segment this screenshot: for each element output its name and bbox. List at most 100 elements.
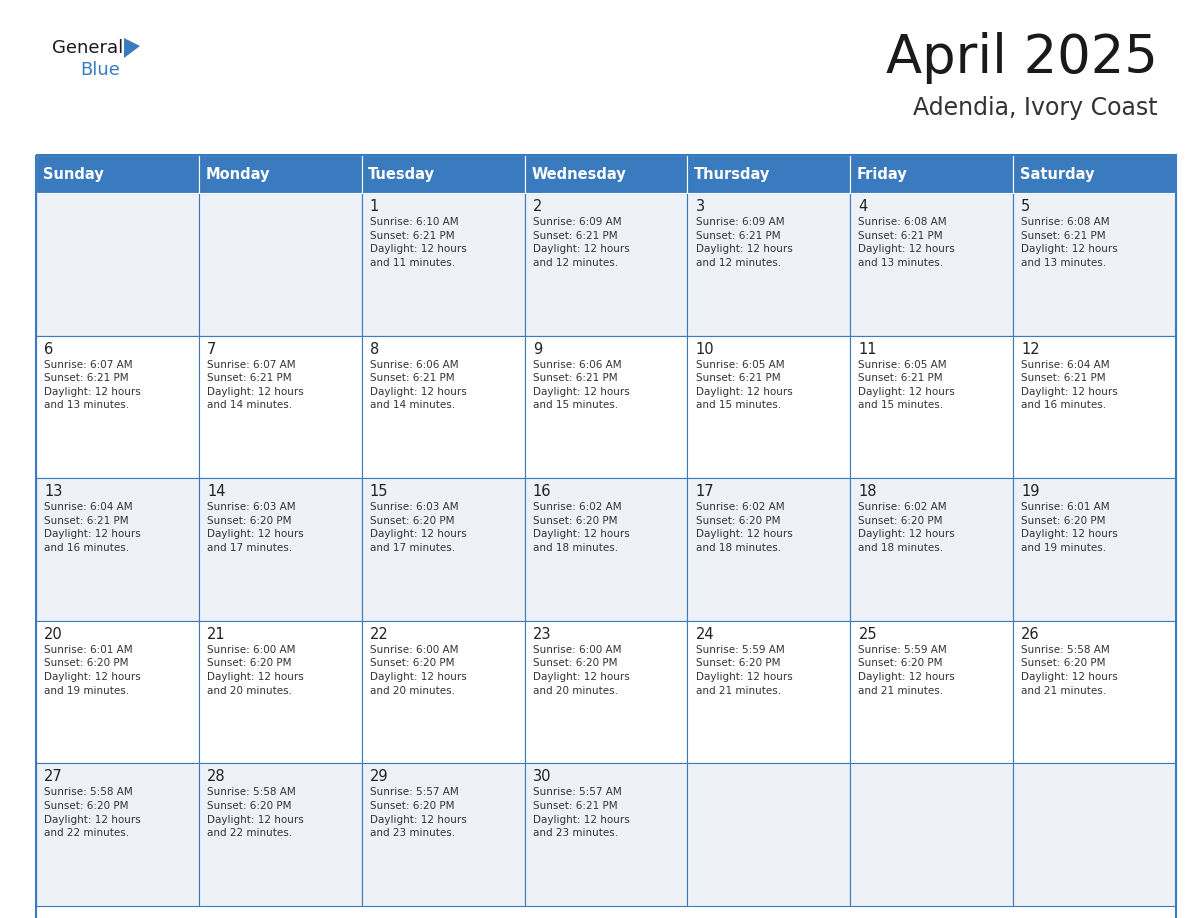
Text: 15: 15 bbox=[369, 484, 388, 499]
Bar bbox=[688, 193, 851, 336]
Bar bbox=[851, 336, 1013, 478]
Text: Tuesday: Tuesday bbox=[368, 166, 435, 182]
Bar bbox=[36, 193, 198, 336]
Bar bbox=[198, 764, 361, 906]
Bar bbox=[688, 155, 851, 193]
Text: Sunrise: 6:00 AM
Sunset: 6:20 PM
Daylight: 12 hours
and 20 minutes.: Sunrise: 6:00 AM Sunset: 6:20 PM Dayligh… bbox=[207, 644, 304, 696]
Bar bbox=[1013, 336, 1176, 478]
Text: April 2025: April 2025 bbox=[886, 32, 1158, 84]
Text: Sunrise: 6:03 AM
Sunset: 6:20 PM
Daylight: 12 hours
and 17 minutes.: Sunrise: 6:03 AM Sunset: 6:20 PM Dayligh… bbox=[207, 502, 304, 553]
Text: Sunrise: 6:01 AM
Sunset: 6:20 PM
Daylight: 12 hours
and 19 minutes.: Sunrise: 6:01 AM Sunset: 6:20 PM Dayligh… bbox=[1022, 502, 1118, 553]
Bar bbox=[36, 155, 1176, 918]
Bar bbox=[36, 155, 198, 193]
Bar bbox=[688, 621, 851, 764]
Bar bbox=[36, 336, 198, 478]
Text: Blue: Blue bbox=[80, 61, 120, 79]
Text: 14: 14 bbox=[207, 484, 226, 499]
Bar bbox=[1013, 155, 1176, 193]
Text: Sunrise: 6:02 AM
Sunset: 6:20 PM
Daylight: 12 hours
and 18 minutes.: Sunrise: 6:02 AM Sunset: 6:20 PM Dayligh… bbox=[695, 502, 792, 553]
Bar bbox=[361, 764, 525, 906]
Text: Sunrise: 6:07 AM
Sunset: 6:21 PM
Daylight: 12 hours
and 14 minutes.: Sunrise: 6:07 AM Sunset: 6:21 PM Dayligh… bbox=[207, 360, 304, 410]
Text: Sunrise: 5:57 AM
Sunset: 6:20 PM
Daylight: 12 hours
and 23 minutes.: Sunrise: 5:57 AM Sunset: 6:20 PM Dayligh… bbox=[369, 788, 467, 838]
Bar bbox=[851, 478, 1013, 621]
Bar bbox=[851, 155, 1013, 193]
Text: 24: 24 bbox=[695, 627, 714, 642]
Text: 12: 12 bbox=[1022, 341, 1040, 356]
Text: 11: 11 bbox=[859, 341, 877, 356]
Text: Sunrise: 6:03 AM
Sunset: 6:20 PM
Daylight: 12 hours
and 17 minutes.: Sunrise: 6:03 AM Sunset: 6:20 PM Dayligh… bbox=[369, 502, 467, 553]
Bar bbox=[525, 621, 688, 764]
Text: Sunrise: 6:06 AM
Sunset: 6:21 PM
Daylight: 12 hours
and 15 minutes.: Sunrise: 6:06 AM Sunset: 6:21 PM Dayligh… bbox=[532, 360, 630, 410]
Bar bbox=[525, 336, 688, 478]
Text: Sunrise: 5:57 AM
Sunset: 6:21 PM
Daylight: 12 hours
and 23 minutes.: Sunrise: 5:57 AM Sunset: 6:21 PM Dayligh… bbox=[532, 788, 630, 838]
Text: 7: 7 bbox=[207, 341, 216, 356]
Text: Sunrise: 5:58 AM
Sunset: 6:20 PM
Daylight: 12 hours
and 22 minutes.: Sunrise: 5:58 AM Sunset: 6:20 PM Dayligh… bbox=[207, 788, 304, 838]
Text: Thursday: Thursday bbox=[694, 166, 770, 182]
Text: Sunrise: 6:04 AM
Sunset: 6:21 PM
Daylight: 12 hours
and 16 minutes.: Sunrise: 6:04 AM Sunset: 6:21 PM Dayligh… bbox=[1022, 360, 1118, 410]
Text: Monday: Monday bbox=[206, 166, 270, 182]
Text: Sunrise: 6:07 AM
Sunset: 6:21 PM
Daylight: 12 hours
and 13 minutes.: Sunrise: 6:07 AM Sunset: 6:21 PM Dayligh… bbox=[44, 360, 141, 410]
Text: 19: 19 bbox=[1022, 484, 1040, 499]
Text: 28: 28 bbox=[207, 769, 226, 784]
Bar bbox=[525, 155, 688, 193]
Text: Sunrise: 5:58 AM
Sunset: 6:20 PM
Daylight: 12 hours
and 21 minutes.: Sunrise: 5:58 AM Sunset: 6:20 PM Dayligh… bbox=[1022, 644, 1118, 696]
Text: Sunrise: 6:10 AM
Sunset: 6:21 PM
Daylight: 12 hours
and 11 minutes.: Sunrise: 6:10 AM Sunset: 6:21 PM Dayligh… bbox=[369, 217, 467, 268]
Bar bbox=[198, 478, 361, 621]
Text: Adendia, Ivory Coast: Adendia, Ivory Coast bbox=[914, 96, 1158, 120]
Bar bbox=[1013, 478, 1176, 621]
Text: Wednesday: Wednesday bbox=[531, 166, 626, 182]
Text: General: General bbox=[52, 39, 124, 57]
Text: 29: 29 bbox=[369, 769, 388, 784]
Bar bbox=[525, 193, 688, 336]
Bar bbox=[198, 155, 361, 193]
Bar bbox=[36, 764, 198, 906]
Text: 23: 23 bbox=[532, 627, 551, 642]
Bar bbox=[1013, 764, 1176, 906]
Text: Sunrise: 6:08 AM
Sunset: 6:21 PM
Daylight: 12 hours
and 13 minutes.: Sunrise: 6:08 AM Sunset: 6:21 PM Dayligh… bbox=[859, 217, 955, 268]
Text: Sunrise: 6:04 AM
Sunset: 6:21 PM
Daylight: 12 hours
and 16 minutes.: Sunrise: 6:04 AM Sunset: 6:21 PM Dayligh… bbox=[44, 502, 141, 553]
Text: Sunrise: 6:00 AM
Sunset: 6:20 PM
Daylight: 12 hours
and 20 minutes.: Sunrise: 6:00 AM Sunset: 6:20 PM Dayligh… bbox=[369, 644, 467, 696]
Text: 26: 26 bbox=[1022, 627, 1040, 642]
Bar bbox=[1013, 621, 1176, 764]
Bar bbox=[525, 478, 688, 621]
Bar bbox=[851, 621, 1013, 764]
Text: 8: 8 bbox=[369, 341, 379, 356]
Bar bbox=[361, 193, 525, 336]
Text: 10: 10 bbox=[695, 341, 714, 356]
Text: Friday: Friday bbox=[857, 166, 908, 182]
Bar bbox=[688, 478, 851, 621]
Text: Saturday: Saturday bbox=[1019, 166, 1094, 182]
Bar bbox=[1013, 193, 1176, 336]
Text: Sunday: Sunday bbox=[43, 166, 103, 182]
Text: 13: 13 bbox=[44, 484, 63, 499]
Text: 16: 16 bbox=[532, 484, 551, 499]
Text: 17: 17 bbox=[695, 484, 714, 499]
Bar bbox=[361, 478, 525, 621]
Text: 25: 25 bbox=[859, 627, 877, 642]
Bar bbox=[361, 336, 525, 478]
Text: 3: 3 bbox=[695, 199, 704, 214]
Text: 21: 21 bbox=[207, 627, 226, 642]
Text: 22: 22 bbox=[369, 627, 388, 642]
Text: Sunrise: 5:58 AM
Sunset: 6:20 PM
Daylight: 12 hours
and 22 minutes.: Sunrise: 5:58 AM Sunset: 6:20 PM Dayligh… bbox=[44, 788, 141, 838]
Bar bbox=[851, 193, 1013, 336]
Text: Sunrise: 6:01 AM
Sunset: 6:20 PM
Daylight: 12 hours
and 19 minutes.: Sunrise: 6:01 AM Sunset: 6:20 PM Dayligh… bbox=[44, 644, 141, 696]
Bar bbox=[198, 621, 361, 764]
Bar bbox=[525, 764, 688, 906]
Text: 20: 20 bbox=[44, 627, 63, 642]
Text: 4: 4 bbox=[859, 199, 867, 214]
Bar bbox=[851, 764, 1013, 906]
Text: Sunrise: 6:05 AM
Sunset: 6:21 PM
Daylight: 12 hours
and 15 minutes.: Sunrise: 6:05 AM Sunset: 6:21 PM Dayligh… bbox=[695, 360, 792, 410]
Text: 2: 2 bbox=[532, 199, 542, 214]
Text: Sunrise: 6:02 AM
Sunset: 6:20 PM
Daylight: 12 hours
and 18 minutes.: Sunrise: 6:02 AM Sunset: 6:20 PM Dayligh… bbox=[859, 502, 955, 553]
Bar bbox=[198, 193, 361, 336]
Text: 30: 30 bbox=[532, 769, 551, 784]
Text: Sunrise: 6:00 AM
Sunset: 6:20 PM
Daylight: 12 hours
and 20 minutes.: Sunrise: 6:00 AM Sunset: 6:20 PM Dayligh… bbox=[532, 644, 630, 696]
Bar bbox=[36, 478, 198, 621]
Bar bbox=[36, 621, 198, 764]
Text: Sunrise: 5:59 AM
Sunset: 6:20 PM
Daylight: 12 hours
and 21 minutes.: Sunrise: 5:59 AM Sunset: 6:20 PM Dayligh… bbox=[695, 644, 792, 696]
Text: 9: 9 bbox=[532, 341, 542, 356]
Text: Sunrise: 6:09 AM
Sunset: 6:21 PM
Daylight: 12 hours
and 12 minutes.: Sunrise: 6:09 AM Sunset: 6:21 PM Dayligh… bbox=[695, 217, 792, 268]
Text: Sunrise: 6:05 AM
Sunset: 6:21 PM
Daylight: 12 hours
and 15 minutes.: Sunrise: 6:05 AM Sunset: 6:21 PM Dayligh… bbox=[859, 360, 955, 410]
Text: 18: 18 bbox=[859, 484, 877, 499]
